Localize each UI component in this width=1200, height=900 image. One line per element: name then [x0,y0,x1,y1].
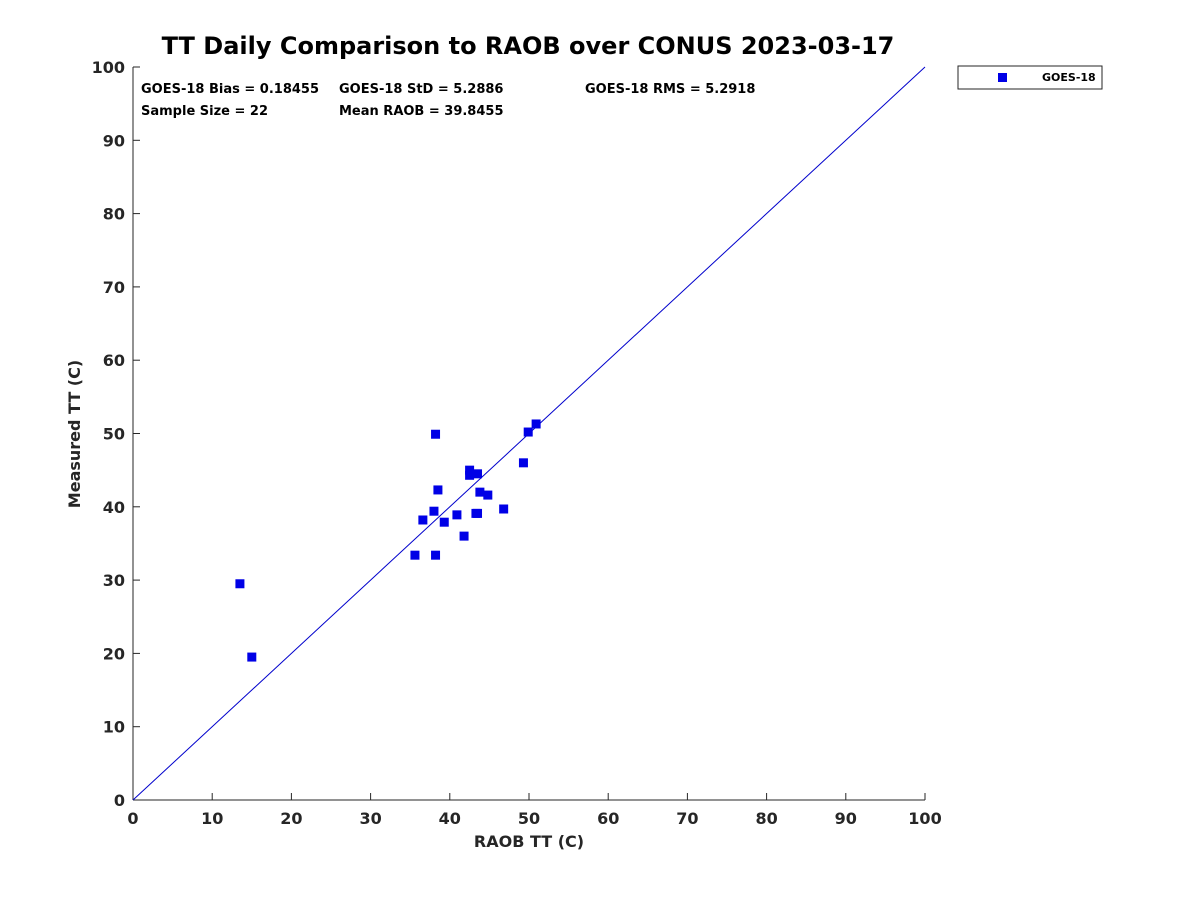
data-point [473,508,483,518]
legend-label-goes-18: GOES-18 [1042,71,1096,84]
x-tick-label: 30 [359,809,381,828]
y-tick-label: 10 [103,718,125,737]
y-tick-label: 70 [103,278,125,297]
y-tick-label: 0 [114,791,125,810]
x-ticks: 0 10 20 30 40 50 60 70 80 90 100 [127,793,942,828]
data-point [465,465,475,475]
data-point [473,469,483,479]
data-point [452,510,462,520]
data-point [499,504,509,514]
y-tick-label: 40 [103,498,125,517]
stats-annotations: GOES-18 Bias = 0.18455 GOES-18 StD = 5.2… [141,82,755,119]
data-point [523,427,533,437]
y-tick-label: 80 [103,205,125,224]
chart-title: TT Daily Comparison to RAOB over CONUS 2… [162,32,895,60]
x-tick-label: 70 [676,809,698,828]
data-point [431,429,441,439]
legend-marker-goes-18 [998,73,1007,82]
stat-std: GOES-18 StD = 5.2886 [339,82,503,97]
x-tick-label: 60 [597,809,619,828]
stat-sample-size: Sample Size = 22 [141,104,268,119]
y-axis-label: Measured TT (C) [65,360,84,508]
x-tick-label: 50 [518,809,540,828]
y-tick-label: 30 [103,571,125,590]
y-tick-label: 20 [103,644,125,663]
x-tick-label: 100 [908,809,941,828]
legend: GOES-18 [957,65,1103,90]
legend-box [957,65,1103,90]
x-tick-label: 20 [280,809,302,828]
data-point [439,517,449,527]
y-tick-label: 50 [103,425,125,444]
x-tick-label: 90 [835,809,857,828]
data-point [483,490,493,500]
x-tick-label: 0 [127,809,138,828]
data-point [465,470,475,480]
data-point [247,652,257,662]
data-point [418,515,428,525]
x-tick-label: 40 [439,809,461,828]
stat-rms: GOES-18 RMS = 5.2918 [585,82,755,97]
data-point [429,506,439,516]
data-point [475,487,485,497]
data-point [459,531,469,541]
data-point [433,485,443,495]
data-points [235,419,541,662]
data-point [518,458,528,468]
data-point [531,419,541,429]
data-point [431,550,441,560]
data-point [410,550,420,560]
x-axis-label: RAOB TT (C) [474,832,584,851]
data-point [235,579,245,589]
x-tick-label: 10 [201,809,223,828]
stat-bias: GOES-18 Bias = 0.18455 [141,82,319,97]
y-tick-label: 100 [92,58,125,77]
y-tick-label: 60 [103,351,125,370]
stat-mean-raob: Mean RAOB = 39.8455 [339,104,504,119]
y-tick-label: 90 [103,131,125,150]
x-tick-label: 80 [755,809,777,828]
y-ticks: 0 10 20 30 40 50 60 70 80 90 100 [92,58,140,810]
